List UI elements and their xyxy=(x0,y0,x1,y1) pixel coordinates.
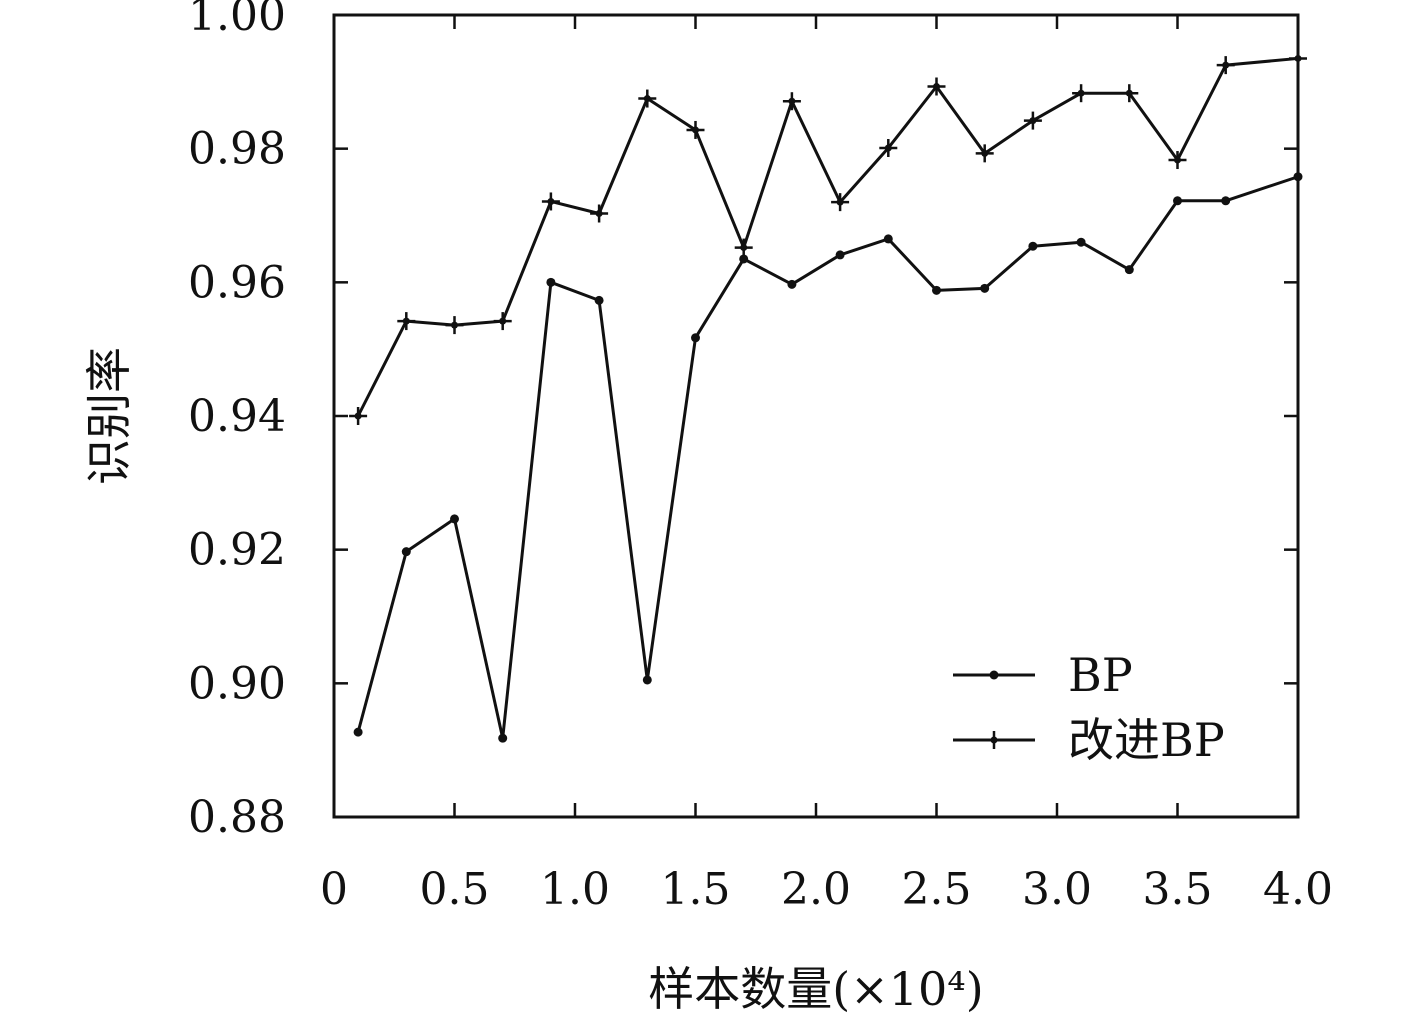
series-layer xyxy=(349,49,1307,743)
plus-marker-center xyxy=(1174,156,1181,164)
data-point xyxy=(349,407,368,425)
y-tick-label: 0.98 xyxy=(188,124,286,175)
data-point xyxy=(835,250,845,260)
plus-marker-center xyxy=(933,83,940,91)
plot-frame xyxy=(332,13,1300,819)
x-tick-label: 0 xyxy=(320,864,348,915)
legend-label: BP xyxy=(1068,648,1133,702)
data-point xyxy=(642,675,652,685)
plus-marker-center xyxy=(836,198,844,206)
data-point xyxy=(638,89,657,108)
series-line xyxy=(356,175,1299,740)
data-point xyxy=(1028,241,1038,251)
ticks-layer: 0 0.5 1.0 1.5 2.0 2.5 3.0 3.5 4.0 0.88 0.90 0.92 0.9… xyxy=(188,0,1333,915)
plus-marker-center xyxy=(402,317,410,325)
legend-marker xyxy=(985,731,1003,749)
legend-item: 改进BP xyxy=(953,713,1225,767)
data-point xyxy=(1120,84,1139,103)
x-tick-label: 1.0 xyxy=(540,864,610,915)
data-point xyxy=(1216,56,1235,75)
legend-label: 改进BP xyxy=(1068,713,1225,767)
plus-marker-center xyxy=(354,412,362,420)
data-point xyxy=(590,204,609,223)
data-point xyxy=(1076,237,1086,247)
data-point xyxy=(691,333,700,343)
y-axis-title: 识别率 xyxy=(82,347,136,485)
series-improved-bp xyxy=(349,49,1307,425)
plus-marker-center xyxy=(595,209,603,217)
data-point xyxy=(397,312,416,331)
data-point xyxy=(353,727,363,737)
data-point xyxy=(927,77,946,96)
data-point xyxy=(1168,151,1187,170)
data-point xyxy=(975,144,994,163)
legend-item: BP xyxy=(953,648,1133,702)
plus-marker-center xyxy=(1125,89,1133,97)
plus-marker-center xyxy=(884,144,892,152)
y-tick-label: 0.88 xyxy=(188,792,286,843)
plus-marker-center xyxy=(788,97,796,105)
plus-marker-center xyxy=(499,317,507,325)
x-tick-label: 2.0 xyxy=(781,864,851,915)
x-tick-label: 1.5 xyxy=(661,864,731,915)
data-point xyxy=(541,192,560,211)
x-axis-title: 样本数量(×10⁴) xyxy=(648,962,983,1016)
y-tick-label: 1.00 xyxy=(188,0,286,41)
data-point xyxy=(1023,111,1042,130)
legend: BP 改进BP xyxy=(953,648,1225,767)
data-point xyxy=(498,733,508,743)
data-point xyxy=(739,254,749,264)
y-tick-label: 0.92 xyxy=(188,525,286,576)
data-point xyxy=(401,547,411,557)
data-point xyxy=(546,277,556,287)
data-point xyxy=(1072,84,1091,103)
x-tick-label: 2.5 xyxy=(902,864,972,915)
data-point xyxy=(787,279,797,289)
data-point xyxy=(1173,196,1182,206)
plus-marker-center xyxy=(740,244,748,252)
plus-marker-center xyxy=(451,321,458,329)
plus-marker-center xyxy=(1077,89,1085,97)
data-point xyxy=(493,312,512,331)
y-tick-label: 0.96 xyxy=(188,257,286,308)
x-tick-label: 0.5 xyxy=(420,864,490,915)
y-tick-label: 0.90 xyxy=(188,658,286,709)
data-point xyxy=(445,316,464,335)
plus-marker-center xyxy=(981,149,989,157)
data-point xyxy=(594,295,604,305)
data-point xyxy=(980,283,990,293)
data-point xyxy=(782,92,801,111)
series-bp xyxy=(353,172,1303,743)
plus-marker-center xyxy=(547,197,555,205)
data-point xyxy=(1124,265,1134,275)
data-point xyxy=(734,238,753,257)
plus-marker-center xyxy=(1222,61,1230,69)
data-point xyxy=(1221,196,1231,206)
x-tick-label: 3.5 xyxy=(1143,864,1213,915)
data-point xyxy=(883,234,893,244)
x-tick-label: 4.0 xyxy=(1263,864,1333,915)
plus-marker-center xyxy=(692,126,699,134)
plus-marker-center xyxy=(643,95,651,103)
data-point xyxy=(450,514,459,524)
data-point xyxy=(879,138,898,157)
data-point xyxy=(932,285,941,295)
series-line xyxy=(356,56,1299,417)
plus-marker-center xyxy=(1029,117,1037,125)
data-point xyxy=(831,193,850,212)
y-tick-label: 0.94 xyxy=(188,391,286,442)
legend-marker xyxy=(989,670,999,680)
plus-marker-center xyxy=(990,736,998,744)
x-tick-label: 3.0 xyxy=(1022,864,1092,915)
data-point xyxy=(686,120,705,139)
